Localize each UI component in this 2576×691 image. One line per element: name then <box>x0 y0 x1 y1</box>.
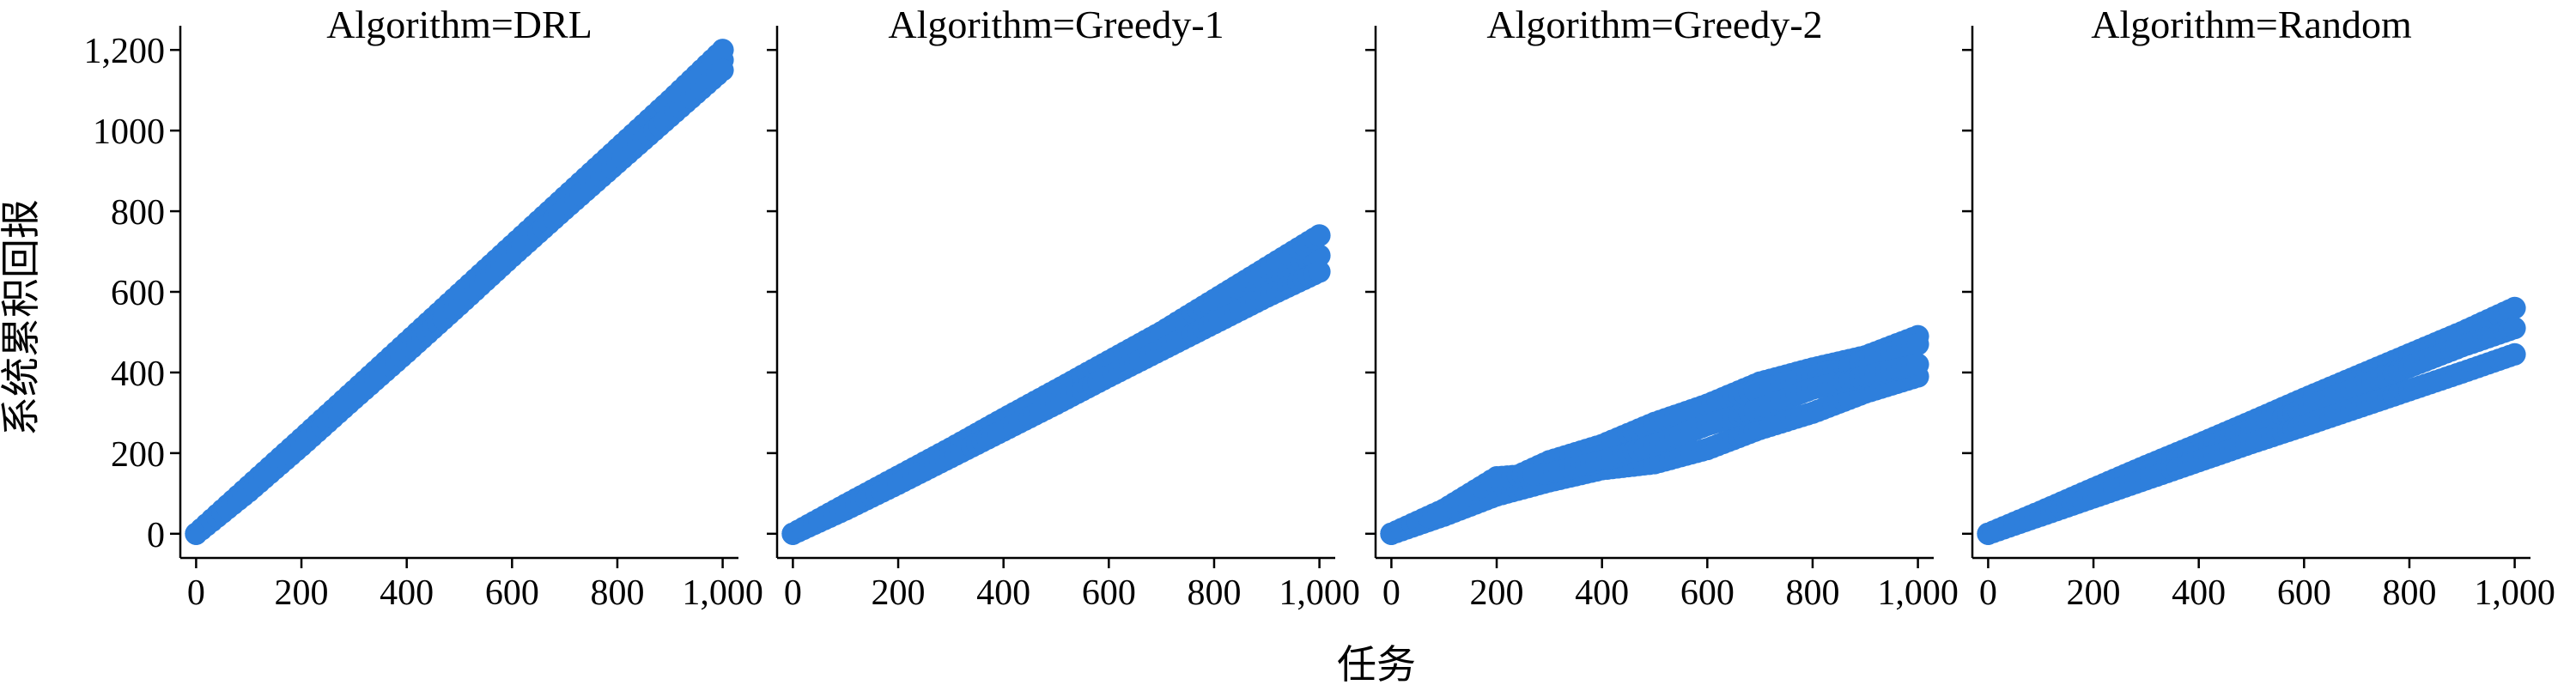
panel-title: Algorithm=Random <box>2091 3 2412 46</box>
series-4 <box>1380 353 1929 545</box>
data-point <box>2503 296 2526 319</box>
x-tick-label: 1,000 <box>1279 573 1360 613</box>
y-axis-label: 系统累积回报 <box>0 199 43 436</box>
y-tick-label: 1,200 <box>84 32 166 71</box>
data-point <box>711 39 734 62</box>
panel-3: Algorithm=Greedy-2 0 200 400 600 800 1,000 <box>1365 3 1959 613</box>
series-3 <box>781 260 1331 545</box>
x-tick-label: 600 <box>1082 573 1136 613</box>
data-point <box>2503 317 2526 340</box>
x-tick-label: 600 <box>1680 573 1735 613</box>
data-point <box>2503 342 2526 366</box>
panel-2: Algorithm=Greedy-1 0 200 400 600 800 1,000 <box>767 3 1360 613</box>
y-tick-label: 800 <box>111 193 165 233</box>
x-tick-label: 200 <box>275 573 329 613</box>
x-tick-label: 400 <box>2172 573 2226 613</box>
panel-1: Algorithm=DRL 0 200 400 600 800 1000 1,200 0 200 4… <box>84 3 763 613</box>
y-tick-label: 600 <box>111 274 165 313</box>
x-tick-label: 800 <box>1785 573 1839 613</box>
x-tick-label: 200 <box>2067 573 2121 613</box>
panel-title: Algorithm=Greedy-2 <box>1486 3 1822 46</box>
y-tick-label: 400 <box>111 355 165 394</box>
y-tick-label: 0 <box>147 516 165 555</box>
y-tick-label: 200 <box>111 435 165 475</box>
x-tick-label: 400 <box>1575 573 1629 613</box>
x-tick-label: 0 <box>187 573 205 613</box>
x-tick-label: 0 <box>784 573 802 613</box>
series-3 <box>185 58 734 545</box>
x-tick-label: 400 <box>380 573 434 613</box>
chart-panels: Algorithm=DRL 0 200 400 600 800 1000 1,200 0 200 4… <box>84 3 2555 613</box>
x-tick-label: 1,000 <box>2474 573 2555 613</box>
panel-title: Algorithm=Greedy-1 <box>888 3 1224 46</box>
x-tick-label: 0 <box>1382 573 1400 613</box>
data-point <box>1308 224 1331 247</box>
x-tick-label: 1,000 <box>1877 573 1959 613</box>
data-point <box>1906 333 1929 356</box>
x-tick-label: 800 <box>590 573 644 613</box>
x-tick-label: 1,000 <box>682 573 763 613</box>
x-tick-label: 400 <box>976 573 1030 613</box>
x-tick-label: 800 <box>2382 573 2436 613</box>
x-tick-label: 600 <box>2277 573 2331 613</box>
data-point <box>1906 353 1929 376</box>
data-point <box>711 58 734 82</box>
x-tick-label: 0 <box>1979 573 1997 613</box>
x-tick-label: 800 <box>1187 573 1241 613</box>
data-point <box>1308 260 1331 283</box>
panel-title: Algorithm=DRL <box>326 3 592 46</box>
x-tick-label: 200 <box>872 573 926 613</box>
y-tick-label: 1000 <box>93 112 165 152</box>
x-tick-label: 200 <box>1470 573 1524 613</box>
x-axis-label: 任务 <box>1337 643 1416 687</box>
x-tick-label: 600 <box>485 573 539 613</box>
panel-4: Algorithm=Random 0 200 400 600 800 1,000 <box>1962 3 2555 613</box>
series-3 <box>1977 342 2526 545</box>
